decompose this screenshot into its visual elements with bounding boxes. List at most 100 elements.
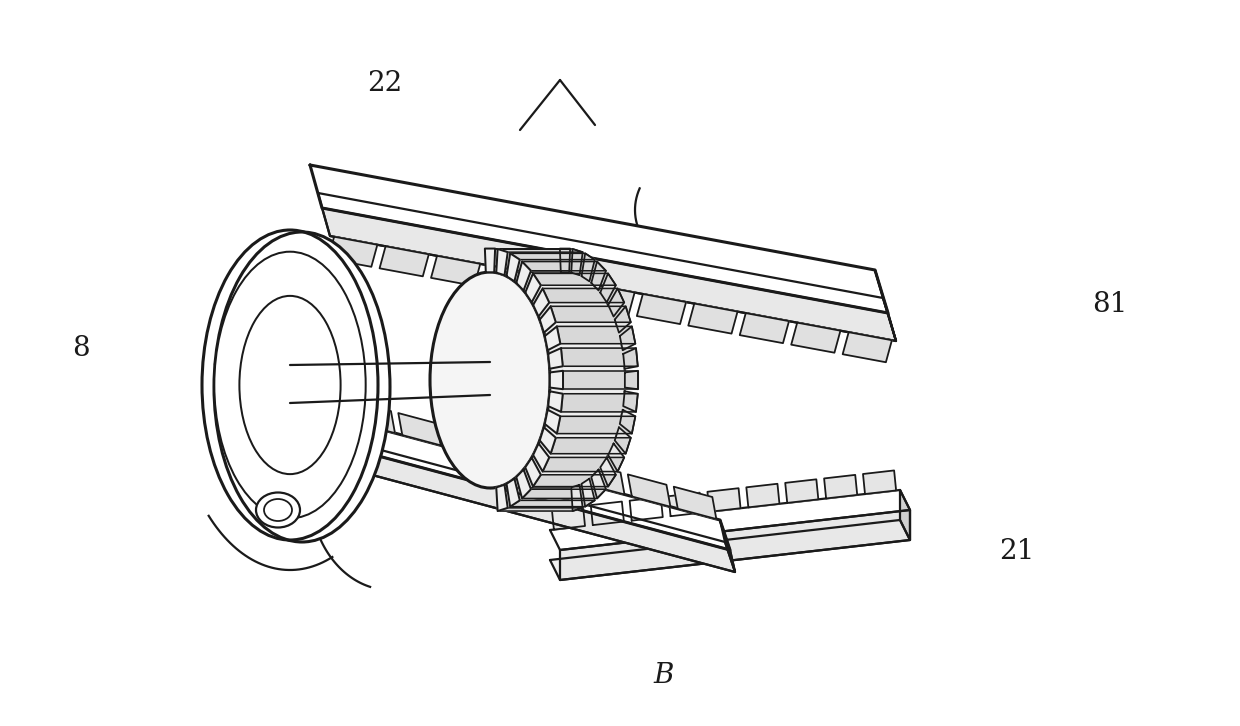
Polygon shape: [526, 457, 541, 486]
Ellipse shape: [215, 252, 366, 518]
Polygon shape: [708, 488, 740, 512]
Ellipse shape: [239, 296, 341, 474]
Polygon shape: [591, 261, 606, 290]
Polygon shape: [398, 413, 441, 445]
Polygon shape: [572, 249, 583, 275]
Polygon shape: [260, 376, 303, 409]
Polygon shape: [317, 193, 897, 341]
Polygon shape: [624, 348, 637, 369]
Polygon shape: [688, 303, 738, 334]
Polygon shape: [322, 208, 897, 341]
Polygon shape: [482, 266, 532, 295]
Polygon shape: [560, 248, 570, 272]
Polygon shape: [533, 288, 549, 317]
Polygon shape: [843, 333, 892, 362]
Polygon shape: [746, 484, 780, 507]
Polygon shape: [591, 470, 606, 499]
Polygon shape: [740, 313, 789, 343]
Polygon shape: [560, 348, 637, 366]
Polygon shape: [791, 322, 841, 353]
Polygon shape: [522, 261, 606, 271]
Polygon shape: [543, 457, 624, 472]
Polygon shape: [563, 371, 639, 389]
Ellipse shape: [264, 499, 291, 521]
Polygon shape: [506, 478, 520, 507]
Polygon shape: [557, 327, 635, 343]
Polygon shape: [548, 348, 563, 369]
Polygon shape: [497, 508, 583, 511]
Polygon shape: [620, 409, 635, 433]
Polygon shape: [432, 256, 480, 286]
Polygon shape: [560, 510, 910, 580]
Polygon shape: [496, 485, 507, 511]
Polygon shape: [600, 457, 616, 486]
Polygon shape: [668, 493, 702, 516]
Polygon shape: [533, 274, 616, 285]
Polygon shape: [637, 294, 686, 324]
Polygon shape: [620, 327, 635, 350]
Polygon shape: [582, 253, 595, 282]
Polygon shape: [352, 401, 396, 433]
Polygon shape: [615, 428, 631, 454]
Ellipse shape: [505, 272, 625, 488]
Polygon shape: [551, 438, 631, 454]
Polygon shape: [539, 306, 556, 333]
Polygon shape: [900, 490, 910, 540]
Polygon shape: [551, 306, 631, 322]
Polygon shape: [673, 486, 717, 519]
Polygon shape: [329, 237, 377, 266]
Polygon shape: [522, 489, 606, 499]
Polygon shape: [608, 444, 624, 472]
Polygon shape: [444, 425, 487, 457]
Polygon shape: [615, 306, 631, 333]
Polygon shape: [510, 253, 595, 260]
Polygon shape: [215, 364, 257, 396]
Polygon shape: [785, 479, 818, 503]
Polygon shape: [533, 444, 549, 472]
Polygon shape: [585, 285, 635, 314]
Polygon shape: [510, 500, 595, 507]
Polygon shape: [485, 248, 495, 272]
Polygon shape: [544, 327, 560, 350]
Polygon shape: [536, 450, 579, 482]
Polygon shape: [516, 261, 531, 290]
Polygon shape: [625, 371, 639, 389]
Polygon shape: [572, 485, 583, 511]
Polygon shape: [306, 388, 348, 421]
Text: 81: 81: [1092, 291, 1127, 319]
Polygon shape: [582, 478, 595, 507]
Polygon shape: [544, 409, 560, 433]
Text: B: B: [653, 661, 673, 689]
Polygon shape: [720, 520, 735, 572]
Polygon shape: [526, 274, 541, 302]
Polygon shape: [863, 470, 897, 494]
Polygon shape: [551, 490, 910, 550]
Polygon shape: [549, 371, 563, 389]
Polygon shape: [506, 253, 520, 282]
Polygon shape: [630, 497, 662, 521]
Polygon shape: [539, 428, 556, 454]
Polygon shape: [560, 393, 637, 412]
Polygon shape: [533, 475, 616, 486]
Ellipse shape: [255, 492, 300, 528]
Polygon shape: [497, 249, 583, 252]
Polygon shape: [582, 462, 625, 494]
Polygon shape: [310, 165, 888, 313]
Polygon shape: [215, 385, 730, 550]
Text: 21: 21: [999, 538, 1034, 566]
Polygon shape: [557, 416, 635, 433]
Polygon shape: [825, 475, 857, 499]
Polygon shape: [490, 438, 533, 470]
Polygon shape: [552, 506, 585, 529]
Polygon shape: [516, 470, 531, 499]
Polygon shape: [379, 246, 429, 277]
Polygon shape: [534, 275, 583, 305]
Polygon shape: [496, 249, 507, 275]
Ellipse shape: [430, 272, 551, 488]
Polygon shape: [624, 391, 637, 412]
Polygon shape: [548, 391, 563, 412]
Polygon shape: [543, 288, 624, 303]
Text: 8: 8: [72, 335, 89, 362]
Polygon shape: [219, 407, 735, 572]
Polygon shape: [608, 288, 624, 317]
